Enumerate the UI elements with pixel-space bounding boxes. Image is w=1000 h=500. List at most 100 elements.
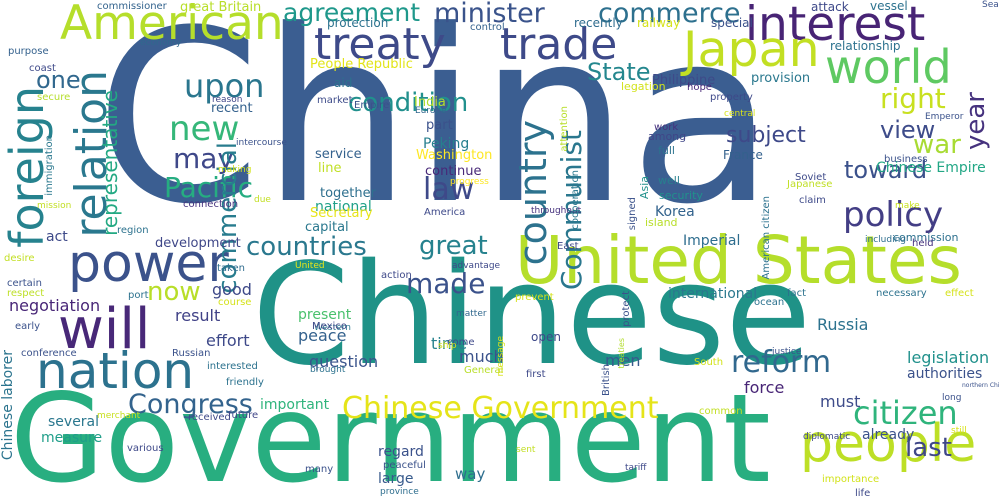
word-large: large bbox=[378, 471, 414, 487]
word-various: various bbox=[127, 443, 164, 454]
word-united-states: United States bbox=[515, 222, 962, 299]
word-representative: representative bbox=[98, 90, 122, 236]
word-ocean: ocean bbox=[754, 297, 785, 308]
word-negotiation: negotiation bbox=[9, 296, 101, 315]
word-sea: Sea bbox=[982, 0, 999, 10]
word-make: make bbox=[895, 201, 920, 211]
word-purpose: purpose bbox=[8, 46, 49, 57]
word-europe: Europe bbox=[415, 106, 447, 116]
word-emperor: Emperor bbox=[925, 112, 964, 122]
word-russia: Russia bbox=[817, 315, 869, 334]
word-world: world bbox=[825, 40, 952, 94]
word-hope: hope bbox=[687, 82, 712, 93]
word-service: service bbox=[315, 147, 362, 162]
word-mexico: Mexico bbox=[312, 321, 347, 332]
word-protection: protection bbox=[327, 16, 389, 30]
word-desire: desire bbox=[4, 253, 35, 264]
word-reason: reason bbox=[212, 95, 243, 105]
word-upon: upon bbox=[184, 67, 265, 105]
word-recently: recently bbox=[574, 16, 623, 30]
word-authorities: authorities bbox=[907, 366, 983, 382]
word-american-citizen: American citizen bbox=[761, 196, 772, 280]
word-government: Government bbox=[10, 368, 771, 500]
word-must: must bbox=[820, 392, 861, 411]
word-chinese-laborer: Chinese laborer bbox=[0, 350, 16, 461]
word-life: life bbox=[855, 488, 871, 499]
word-including: including bbox=[865, 235, 906, 245]
word-sent: sent bbox=[516, 445, 536, 455]
word-justice: justice bbox=[772, 347, 802, 357]
word-continue: continue bbox=[425, 164, 482, 179]
word-conference: conference bbox=[21, 348, 77, 359]
word-immigration: immigration bbox=[44, 135, 55, 196]
word-come: come bbox=[447, 337, 475, 348]
word-state: State bbox=[587, 58, 651, 86]
word-now: now bbox=[147, 277, 201, 307]
word-year: year bbox=[961, 92, 991, 151]
word-open: open bbox=[531, 330, 561, 344]
word-pacific: Pacific bbox=[164, 171, 253, 204]
word-important: important bbox=[260, 397, 330, 413]
word-soviet: Soviet bbox=[795, 172, 827, 183]
word-empire: Empire bbox=[354, 100, 390, 111]
word-question: question bbox=[309, 352, 379, 371]
word-among: among bbox=[648, 130, 687, 143]
word-long: long bbox=[942, 393, 962, 403]
word-first: first bbox=[526, 369, 546, 380]
word-may: may bbox=[173, 142, 235, 175]
word-war: war bbox=[913, 130, 961, 160]
word-india: India bbox=[414, 95, 446, 110]
word-one: one bbox=[36, 66, 81, 94]
word-minister: minister bbox=[434, 0, 545, 29]
word-commission: commission bbox=[893, 231, 959, 244]
word-countries: countries bbox=[246, 232, 367, 262]
word-message: message bbox=[496, 336, 506, 377]
word-east: East bbox=[557, 241, 579, 252]
word-time: time bbox=[431, 334, 468, 353]
word-people-republic: People Republic bbox=[310, 57, 413, 72]
word-mission: mission bbox=[37, 201, 72, 211]
word-capital: capital bbox=[305, 220, 349, 235]
word-line: line bbox=[318, 161, 342, 176]
word-trade: trade bbox=[500, 19, 618, 70]
word-control: control bbox=[470, 22, 505, 33]
word-central: central bbox=[724, 109, 756, 119]
word-toward: toward bbox=[844, 156, 928, 184]
word-necessary: necessary bbox=[876, 288, 927, 299]
word-policy: policy bbox=[843, 195, 944, 235]
word-nation: nation bbox=[36, 342, 195, 400]
word-general: General bbox=[464, 365, 504, 376]
word-japanese: Japanese bbox=[787, 179, 833, 190]
word-aid: aid bbox=[334, 76, 353, 90]
word-protect: protect bbox=[621, 291, 632, 327]
word-progress: progress bbox=[450, 177, 489, 187]
word-american: American bbox=[60, 0, 284, 51]
word-great: great bbox=[419, 231, 488, 261]
word-respect: respect bbox=[7, 288, 45, 299]
word-course: course bbox=[218, 297, 252, 308]
word-work: work bbox=[654, 122, 679, 133]
word-market: market bbox=[317, 95, 353, 106]
word-many: many bbox=[305, 464, 334, 475]
word-philippine: Philippine bbox=[652, 73, 716, 88]
word-commissioner: commissioner bbox=[97, 1, 167, 12]
word-received: received bbox=[188, 412, 231, 423]
word-effort: effort bbox=[206, 331, 250, 350]
word-matter: matter bbox=[456, 309, 487, 319]
word-right: right bbox=[880, 82, 946, 115]
word-diplomatic: diplomatic bbox=[803, 432, 851, 442]
word-much: much bbox=[459, 347, 504, 366]
word-business: business bbox=[884, 154, 928, 165]
word-common: common bbox=[699, 406, 743, 417]
word-secure: secure bbox=[37, 92, 71, 103]
word-force: force bbox=[744, 378, 785, 397]
word-united: United bbox=[295, 261, 325, 271]
word-importance: importance bbox=[822, 474, 880, 485]
word-vessel: vessel bbox=[870, 0, 908, 13]
word-recent: recent bbox=[211, 101, 253, 116]
word-men: men bbox=[605, 351, 641, 370]
word-asia: Asia bbox=[638, 176, 651, 200]
word-citizen: citizen bbox=[853, 394, 958, 432]
word-peace: peace bbox=[298, 326, 347, 345]
word-coast: coast bbox=[29, 63, 56, 74]
